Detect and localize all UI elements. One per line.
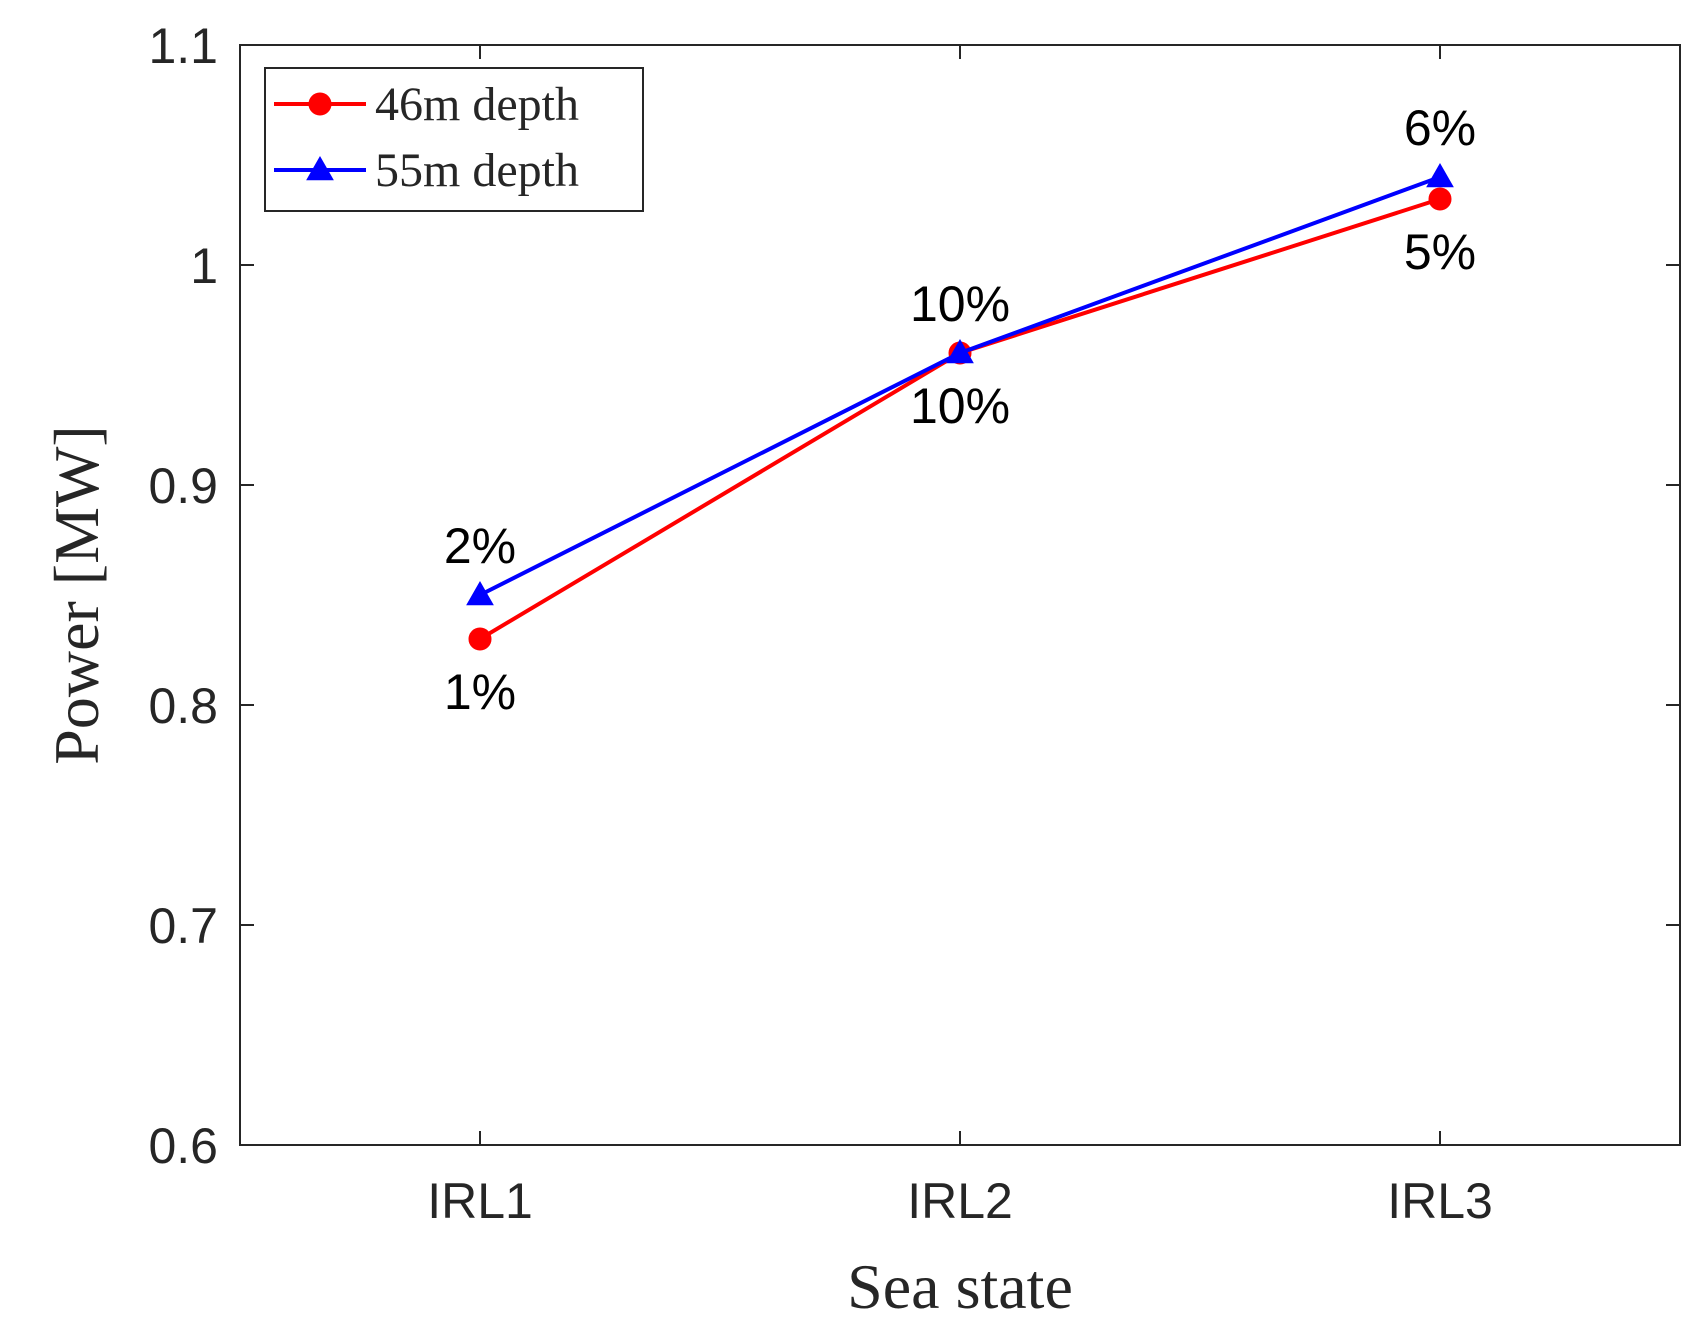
data-point-2 <box>946 338 974 364</box>
x-axis: IRL1 IRL2 IRL3 <box>427 45 1493 1229</box>
data-label: 10% <box>910 276 1010 332</box>
data-point-1 <box>1428 187 1452 211</box>
data-point-2 <box>466 580 494 606</box>
legend-marker <box>306 155 334 181</box>
legend: 46m depth 55m depth <box>264 67 644 212</box>
legend-marker <box>308 92 332 116</box>
data-label: 5% <box>1404 224 1476 280</box>
data-labels: 1% 10% 5% 2% 10% 6% <box>444 100 1476 720</box>
y-tick-label: 0.6 <box>148 1118 218 1174</box>
y-tick-label: 0.7 <box>148 898 218 954</box>
y-tick-label: 1 <box>190 238 218 294</box>
legend-box <box>264 67 644 212</box>
data-label: 6% <box>1404 100 1476 156</box>
data-point-1 <box>468 627 492 651</box>
data-point-2 <box>1426 162 1454 188</box>
y-tick-label: 0.9 <box>148 458 218 514</box>
legend-entry: 46m depth <box>375 78 579 131</box>
series-layer <box>466 162 1454 651</box>
y-axis-title: Power [MW] <box>41 425 112 764</box>
x-tick-label: IRL1 <box>427 1173 533 1229</box>
y-axis: 0.6 0.7 0.8 0.9 1 1.1 <box>148 18 1680 1174</box>
data-label: 10% <box>910 378 1010 434</box>
y-tick-label: 1.1 <box>148 18 218 74</box>
legend-entry: 55m depth <box>375 144 579 197</box>
data-label: 1% <box>444 664 516 720</box>
y-tick-label: 0.8 <box>148 678 218 734</box>
x-axis-title: Sea state <box>847 1251 1073 1322</box>
x-tick-label: IRL2 <box>907 1173 1013 1229</box>
data-label: 2% <box>444 518 516 574</box>
x-tick-label: IRL3 <box>1387 1173 1493 1229</box>
